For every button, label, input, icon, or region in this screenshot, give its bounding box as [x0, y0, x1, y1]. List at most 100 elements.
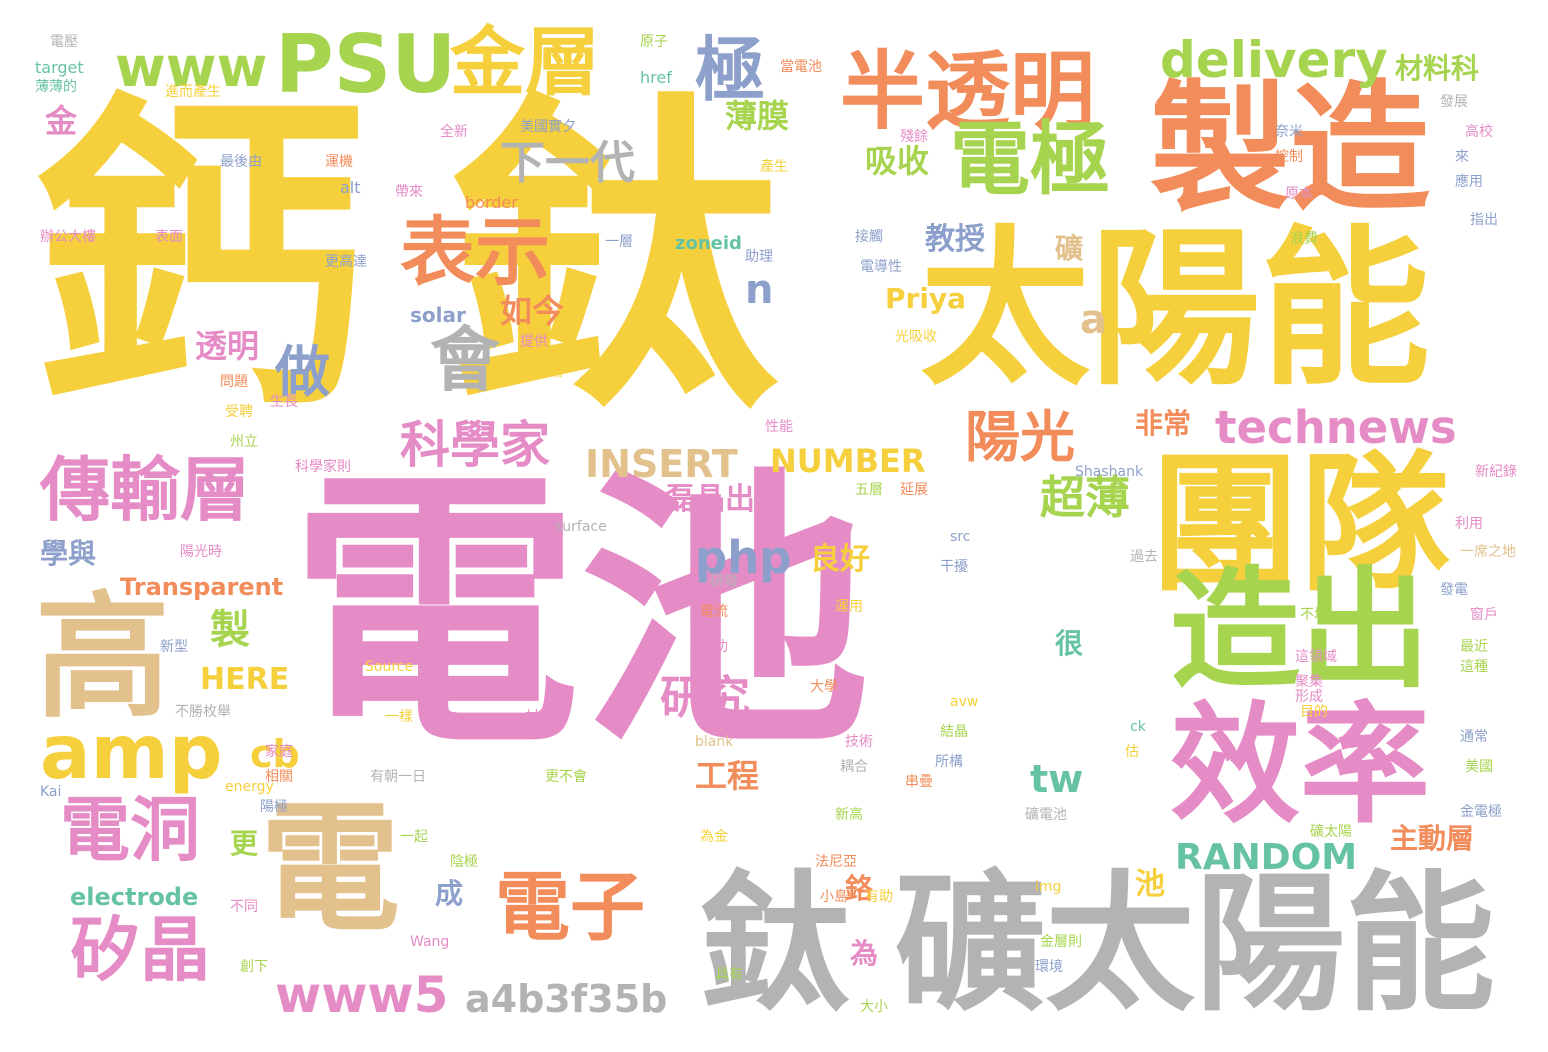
cloud-word: 吸收 — [865, 142, 930, 180]
cloud-word: 不同 — [230, 899, 258, 915]
cloud-word: 具有 — [715, 967, 743, 983]
cloud-word: 不勝枚舉 — [175, 704, 231, 720]
cloud-word: 團隊 — [1150, 438, 1451, 612]
cloud-word: 極 — [695, 29, 765, 111]
cloud-word: 非常 — [1135, 407, 1192, 440]
cloud-word: 利用 — [1455, 516, 1483, 532]
cloud-word: 美國 — [1465, 759, 1493, 775]
cloud-word: www5 — [275, 966, 449, 1024]
cloud-word: 大小 — [860, 999, 888, 1015]
cloud-word: 產生 — [760, 159, 788, 175]
cloud-word: 州立 — [230, 434, 258, 450]
cloud-word: 法尼亞 — [815, 854, 857, 870]
cloud-word: n — [745, 267, 774, 313]
cloud-word: 奈米 — [1275, 124, 1303, 140]
cloud-word: Shashank — [1075, 464, 1144, 480]
cloud-word: 提供 — [520, 334, 548, 350]
cloud-word: 最後由 — [220, 154, 262, 170]
cloud-word: 運機 — [325, 154, 353, 170]
cloud-word: 鈦 — [700, 858, 851, 1032]
cloud-word: 這領域 — [1295, 649, 1337, 665]
cloud-word: 光吸收 — [895, 329, 937, 345]
cloud-word: 發展 — [1440, 94, 1468, 110]
cloud-word: 技術 — [845, 734, 873, 750]
cloud-word: 家庭 — [265, 744, 293, 760]
cloud-word: technews — [1215, 401, 1457, 454]
cloud-word: 電壓 — [50, 34, 78, 50]
cloud-word: 會 — [430, 319, 500, 401]
cloud-word: 研發 — [710, 574, 738, 590]
cloud-word: 殘餘 — [900, 129, 928, 145]
cloud-word: 科學家 — [400, 416, 550, 474]
cloud-word: 一樣 — [385, 709, 413, 725]
cloud-word: 學與 — [40, 537, 97, 570]
cloud-word: 研究 — [660, 671, 751, 724]
cloud-word: 創下 — [240, 959, 268, 975]
cloud-word: tw — [1030, 757, 1084, 801]
cloud-word: 矽晶 — [70, 909, 210, 991]
cloud-word: 相關 — [265, 769, 293, 785]
cloud-word: 金層則 — [1040, 934, 1082, 950]
cloud-word: 有助 — [865, 889, 893, 905]
cloud-word: a — [1080, 297, 1107, 343]
cloud-word: 帶來 — [395, 184, 423, 200]
cloud-word: RANDOM — [1175, 837, 1358, 878]
cloud-word: avw — [950, 694, 979, 710]
cloud-word: 問題 — [220, 374, 248, 390]
cloud-word: HERE — [200, 662, 290, 697]
cloud-word: 估 — [1125, 744, 1139, 760]
cloud-word: 鈣 — [35, 68, 365, 452]
cloud-word: 助理 — [745, 249, 773, 265]
cloud-word: 生長 — [270, 394, 298, 410]
cloud-word: 浪費 — [1290, 231, 1318, 247]
cloud-word: Wang — [410, 934, 450, 950]
cloud-word: 表面 — [155, 229, 183, 245]
cloud-word: 指出 — [1470, 212, 1498, 228]
cloud-word: 陽光時 — [180, 544, 222, 560]
cloud-word: 電流 — [700, 604, 728, 620]
cloud-word: 礦太陽 — [1310, 824, 1352, 840]
cloud-word: 進而產生 — [165, 84, 221, 100]
cloud-word: 薄膜 — [725, 97, 790, 135]
cloud-word: 環境 — [1035, 959, 1063, 975]
cloud-word: 電導性 — [860, 259, 902, 275]
cloud-word: ck — [1130, 719, 1146, 735]
cloud-word: 新型 — [160, 639, 188, 655]
cloud-word: 陽光 — [965, 405, 1076, 469]
cloud-word: 很 — [1055, 627, 1084, 660]
cloud-word: 有朝一日 — [370, 769, 426, 785]
cloud-word: 薄薄的 — [35, 79, 77, 95]
cloud-word: electrode — [70, 883, 199, 911]
cloud-word: 更不會 — [545, 769, 587, 785]
cloud-word: 更 — [230, 827, 259, 860]
cloud-word: 聚集 — [1295, 674, 1323, 690]
cloud-word: PSU — [275, 18, 457, 111]
cloud-word: 這種 — [1460, 659, 1488, 675]
cloud-word: 美國實夕 — [520, 119, 576, 135]
cloud-word: 電洞 — [60, 789, 200, 871]
cloud-word: 陽極 — [260, 799, 288, 815]
cloud-word: 太陽能 — [920, 211, 1431, 409]
cloud-word: Source — [365, 659, 414, 675]
cloud-word: 半透明 — [840, 43, 1096, 142]
cloud-word: 超薄 — [1040, 471, 1131, 524]
cloud-word: 為金 — [700, 829, 728, 845]
cloud-word: cb — [250, 732, 300, 776]
cloud-word: alt — [340, 178, 361, 197]
cloud-word: 工程 — [695, 757, 760, 795]
cloud-word: INSERT — [585, 442, 738, 486]
cloud-word: 通常 — [1460, 729, 1488, 745]
cloud-word: 如今 — [500, 292, 565, 330]
cloud-word: 結晶 — [940, 724, 968, 740]
cloud-word: 過去 — [1130, 549, 1158, 565]
cloud-word: 接觸 — [855, 229, 883, 245]
cloud-word: 透明 — [195, 327, 260, 365]
cloud-word: 下一代 — [500, 136, 636, 189]
cloud-word: 應用 — [1455, 174, 1483, 190]
cloud-word: border — [465, 193, 518, 212]
cloud-word: Kai — [40, 784, 62, 800]
cloud-word: 金層 — [450, 18, 601, 106]
cloud-word: 製 — [210, 607, 250, 653]
cloud-word: 最近 — [1460, 639, 1488, 655]
cloud-word: 原本 — [1285, 186, 1313, 202]
